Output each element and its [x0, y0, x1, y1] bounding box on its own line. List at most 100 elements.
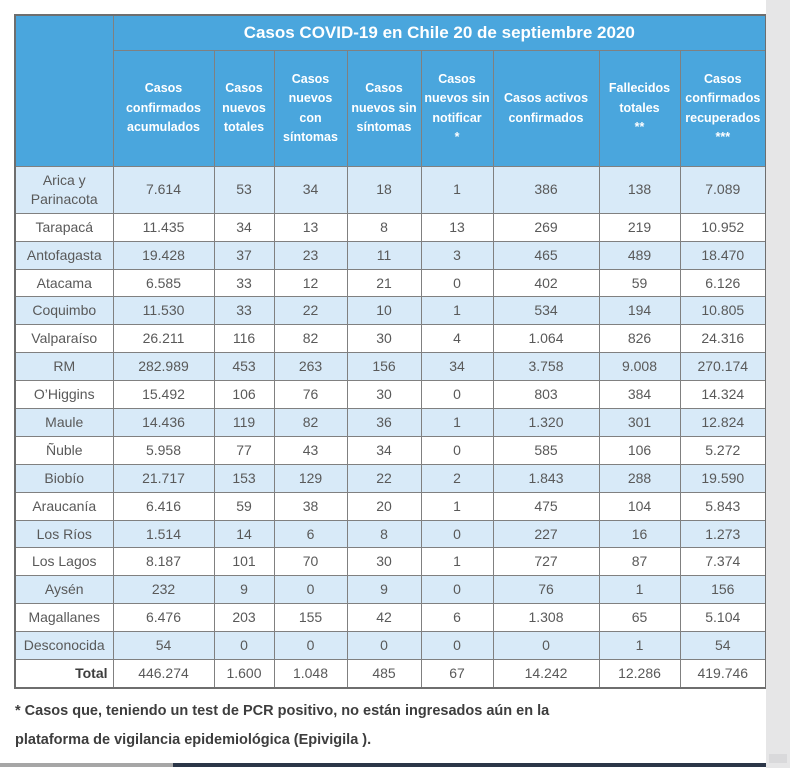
column-header-4: Casos nuevos sin notificar *	[420, 50, 494, 167]
value-cell: 0	[213, 631, 275, 661]
value-cell: 82	[273, 408, 348, 437]
value-cell: 7.614	[112, 166, 215, 214]
column-header-7: Casos confirmados recuperados ***	[679, 50, 767, 167]
bottom-bar-gray-segment	[0, 763, 173, 767]
value-cell: 5.958	[112, 435, 215, 465]
value-cell: 36	[346, 408, 422, 437]
value-cell: 270.174	[679, 352, 767, 382]
value-cell: 269	[492, 212, 600, 242]
value-cell: 14	[213, 519, 275, 549]
value-cell: 19.590	[679, 463, 767, 493]
value-cell: 1	[420, 491, 494, 521]
value-cell: 3	[420, 240, 494, 270]
column-header-5: Casos activos confirmados	[492, 50, 600, 167]
value-cell: 727	[492, 547, 600, 577]
column-header-row: Casos confirmados acumulados Casos nuevos…	[15, 50, 767, 167]
value-cell: 13	[420, 212, 494, 242]
value-cell: 43	[273, 435, 348, 465]
scrollbar-strip[interactable]	[766, 0, 790, 768]
value-cell: 0	[420, 268, 494, 298]
value-cell: 20	[346, 491, 422, 521]
value-cell: 119	[213, 408, 275, 437]
column-header-2: Casos nuevos con síntomas	[273, 50, 348, 167]
value-cell: 22	[273, 296, 348, 326]
region-cell: Coquimbo	[14, 296, 114, 326]
value-cell: 826	[598, 324, 681, 354]
value-cell: 5.272	[679, 435, 767, 465]
value-cell: 106	[213, 380, 275, 410]
region-cell: Los Lagos	[14, 547, 114, 577]
value-cell: 13	[273, 212, 348, 242]
value-cell: 10.952	[679, 212, 767, 242]
value-cell: 288	[598, 463, 681, 493]
value-cell: 19.428	[112, 240, 215, 270]
value-cell: 9	[346, 575, 422, 605]
value-cell: 803	[492, 380, 600, 410]
value-cell: 0	[492, 631, 600, 661]
value-cell: 194	[598, 296, 681, 326]
region-cell: Tarapacá	[14, 212, 114, 242]
value-cell: 16	[598, 519, 681, 549]
value-cell: 6.585	[112, 268, 215, 298]
document-page: Casos COVID-19 en Chile 20 de septiembre…	[14, 14, 768, 755]
value-cell: 6.126	[679, 268, 767, 298]
value-cell: 10	[346, 296, 422, 326]
value-cell: 87	[598, 547, 681, 577]
value-cell: 21	[346, 268, 422, 298]
value-cell: 101	[213, 547, 275, 577]
value-cell: 12.286	[598, 659, 681, 689]
value-cell: 419.746	[679, 659, 767, 689]
value-cell: 489	[598, 240, 681, 270]
value-cell: 12	[273, 268, 348, 298]
table-row: Valparaíso 26.211 116 82 30 4 1.064 826 24.316	[14, 324, 767, 354]
value-cell: 0	[420, 519, 494, 549]
value-cell: 7.089	[679, 166, 767, 214]
value-cell: 54	[112, 631, 215, 661]
value-cell: 227	[492, 519, 600, 549]
value-cell: 9	[213, 575, 275, 605]
scrollbar-corner[interactable]	[769, 754, 787, 763]
region-cell: RM	[14, 352, 114, 382]
value-cell: 11.530	[112, 296, 215, 326]
value-cell: 12.824	[679, 408, 767, 437]
value-cell: 0	[273, 631, 348, 661]
table-row: Total 446.274 1.600 1.048 485 67 14.242 12.286 4…	[14, 659, 767, 689]
value-cell: 402	[492, 268, 600, 298]
value-cell: 65	[598, 603, 681, 633]
table-row: Desconocida 54 0 0 0 0 0 1 54	[14, 631, 767, 661]
value-cell: 23	[273, 240, 348, 270]
region-cell: Valparaíso	[14, 324, 114, 354]
value-cell: 219	[598, 212, 681, 242]
value-cell: 475	[492, 491, 600, 521]
table-row: Arica y Parinacota 7.614 53 34 18 1 386 138 7.08…	[14, 166, 767, 214]
value-cell: 76	[273, 380, 348, 410]
value-cell: 534	[492, 296, 600, 326]
value-cell: 1.273	[679, 519, 767, 549]
value-cell: 70	[273, 547, 348, 577]
value-cell: 53	[213, 166, 275, 214]
value-cell: 1.600	[213, 659, 275, 689]
value-cell: 1.064	[492, 324, 600, 354]
table-row: Los Lagos 8.187 101 70 30 1 727 87 7.374	[14, 547, 767, 577]
corner-cell	[14, 14, 114, 167]
table-row: Los Ríos 1.514 14 6 8 0 227 16 1.273	[14, 519, 767, 549]
table-row: Biobío 21.717 153 129 22 2 1.843 288 19.590	[14, 463, 767, 493]
value-cell: 33	[213, 268, 275, 298]
region-cell: Antofagasta	[14, 240, 114, 270]
value-cell: 3.758	[492, 352, 600, 382]
value-cell: 34	[420, 352, 494, 382]
value-cell: 22	[346, 463, 422, 493]
value-cell: 5.104	[679, 603, 767, 633]
covid-cases-table: Casos COVID-19 en Chile 20 de septiembre…	[14, 14, 768, 689]
value-cell: 156	[346, 352, 422, 382]
value-cell: 21.717	[112, 463, 215, 493]
value-cell: 34	[346, 435, 422, 465]
value-cell: 301	[598, 408, 681, 437]
table-row: Magallanes 6.476 203 155 42 6 1.308 65 5.104	[14, 603, 767, 633]
value-cell: 116	[213, 324, 275, 354]
value-cell: 30	[346, 380, 422, 410]
table-row: Coquimbo 11.530 33 22 10 1 534 194 10.805	[14, 296, 767, 326]
value-cell: 129	[273, 463, 348, 493]
region-cell: O’Higgins	[14, 380, 114, 410]
table-row: Aysén 232 9 0 9 0 76 1 156	[14, 575, 767, 605]
